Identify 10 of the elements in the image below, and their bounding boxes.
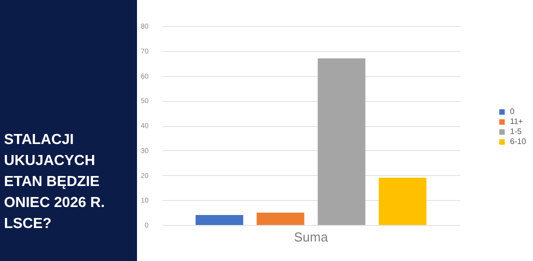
bar — [378, 178, 426, 225]
x-tick-label: Suma — [294, 230, 329, 244]
bar — [256, 212, 304, 225]
banner-panel: STALACJI UKUJACYCH ETAN BĘDZIE ONIEC 2026 R. LSCE? — [0, 0, 137, 261]
legend-label: 1-5 — [510, 127, 522, 136]
legend-label: 11+ — [510, 117, 524, 126]
legend-label: 0 — [510, 107, 515, 116]
bar — [318, 58, 366, 225]
bar — [196, 215, 244, 225]
legend-label: 6-10 — [510, 137, 527, 146]
